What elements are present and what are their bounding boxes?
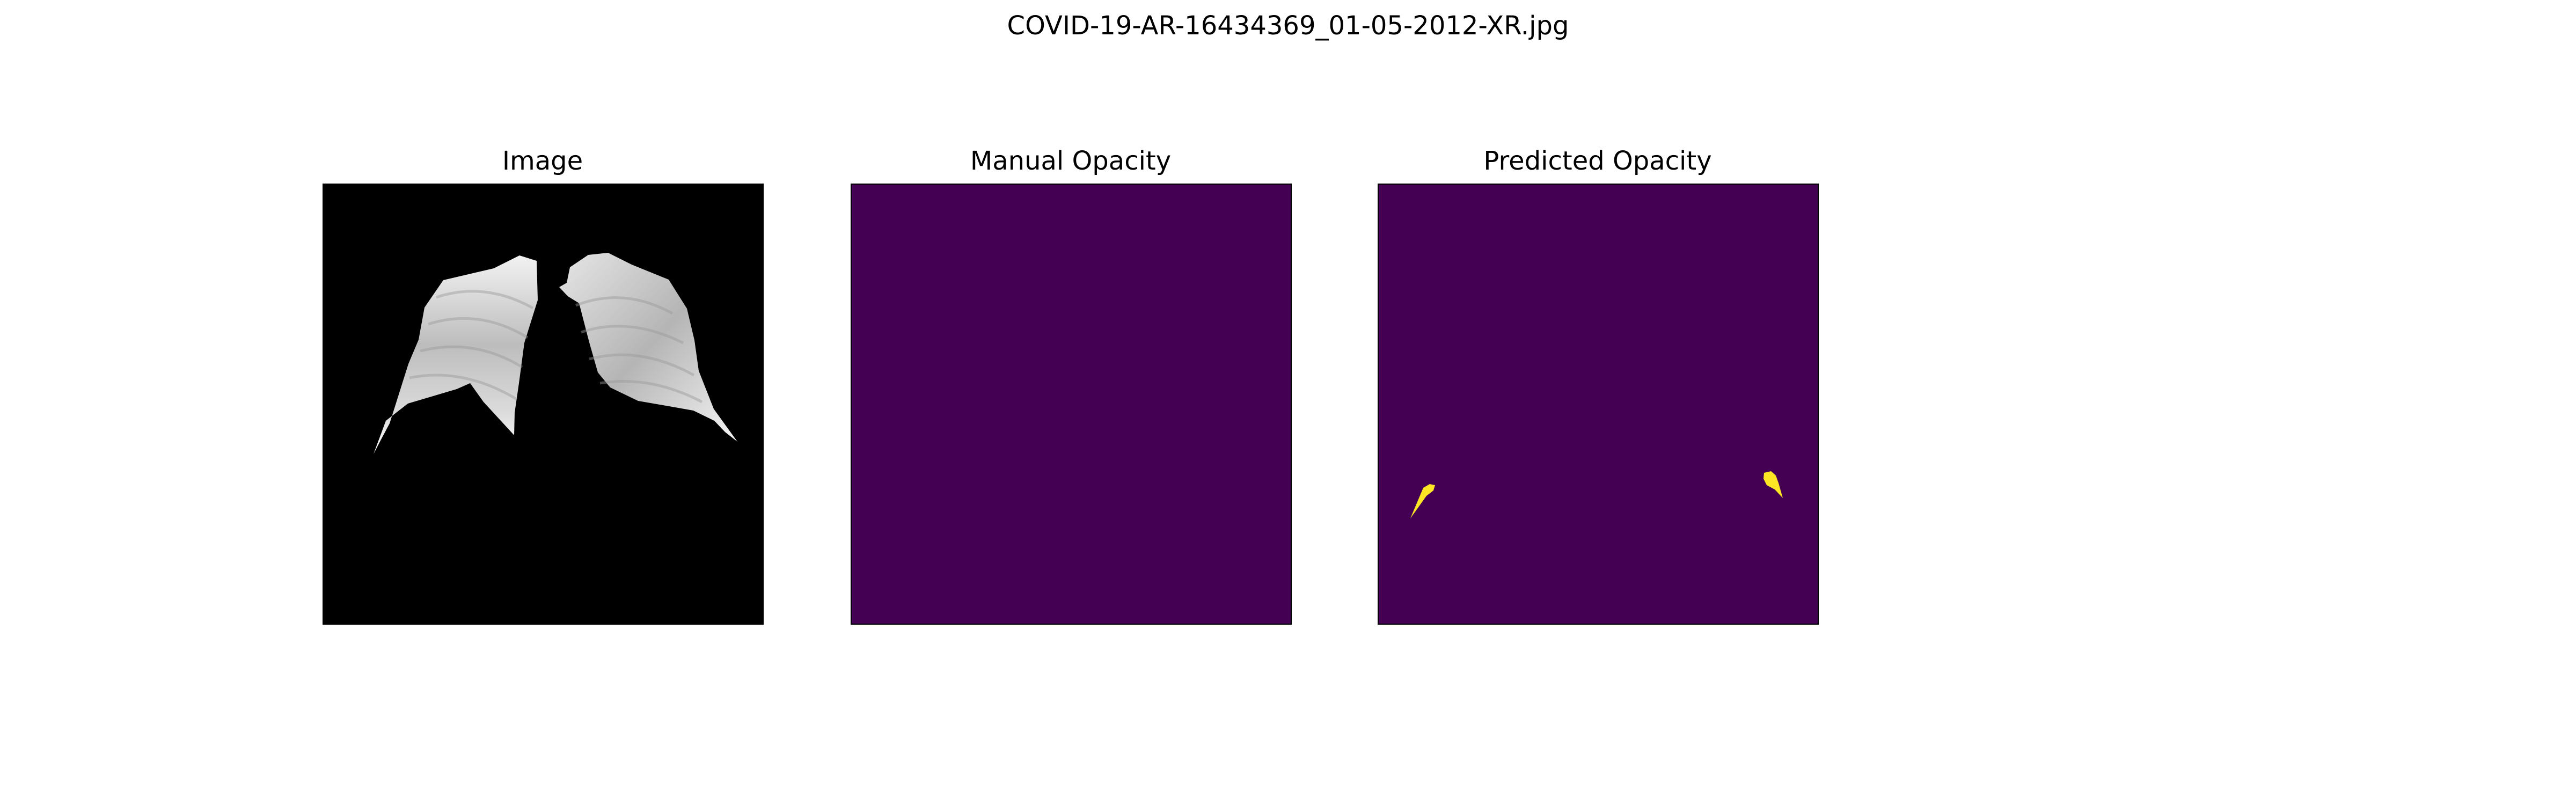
panel-title-predicted-opacity: Predicted Opacity [1483, 146, 1712, 176]
predicted-opacity-left-blob [1410, 484, 1435, 518]
rib-texture [409, 290, 703, 404]
manual-mask-background [852, 185, 1291, 624]
manual-opacity-mask [852, 185, 1291, 624]
predicted-mask-background [1379, 185, 1818, 624]
panel-predicted-opacity [1378, 184, 1819, 625]
panel-manual-opacity [851, 184, 1292, 625]
right-lung-shape [559, 253, 737, 442]
left-lung-shape [374, 255, 538, 454]
panel-image [323, 184, 764, 625]
panel-title-image: Image [502, 146, 583, 176]
predicted-opacity-mask [1379, 185, 1818, 624]
figure-title: COVID-19-AR-16434369_01-05-2012-XR.jpg [1007, 11, 1569, 41]
panel-title-manual-opacity: Manual Opacity [970, 146, 1172, 176]
predicted-opacity-right-blob [1763, 471, 1783, 498]
lung-xray-image [324, 185, 763, 624]
